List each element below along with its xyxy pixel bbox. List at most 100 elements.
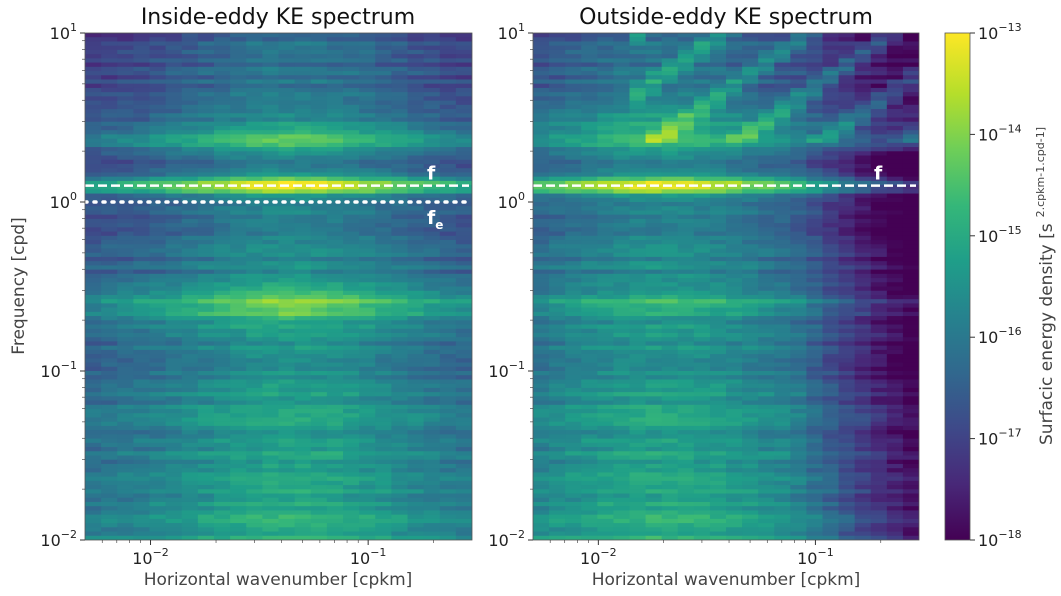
- heatmap-cell: [181, 349, 199, 355]
- heatmap-cell: [343, 523, 360, 528]
- heatmap-cell: [310, 366, 328, 372]
- heatmap-cell: [455, 172, 472, 178]
- heatmap-cell: [645, 197, 663, 203]
- heatmap-cell: [326, 337, 344, 343]
- heatmap-cell: [822, 320, 840, 326]
- heatmap-cell: [870, 261, 888, 266]
- heatmap-cell: [262, 41, 280, 47]
- heatmap-cell: [230, 472, 247, 478]
- heatmap-cell: [101, 332, 118, 338]
- heatmap-cell: [742, 290, 759, 296]
- heatmap-cell: [758, 379, 775, 385]
- heatmap-cell: [742, 273, 759, 279]
- heatmap-cell: [726, 235, 743, 241]
- heatmap-cell: [117, 468, 134, 473]
- heatmap-cell: [661, 231, 679, 237]
- heatmap-cell: [423, 527, 441, 533]
- heatmap-cell: [439, 371, 457, 376]
- heatmap-cell: [838, 252, 856, 258]
- heatmap-cell: [262, 214, 280, 220]
- heatmap-cell: [343, 345, 360, 351]
- heatmap-cell: [581, 383, 598, 389]
- heatmap-cell: [902, 227, 919, 233]
- heatmap-cell: [262, 316, 280, 321]
- heatmap-cell: [822, 75, 840, 81]
- heatmap-cell: [423, 396, 441, 402]
- heatmap-cell: [758, 176, 775, 182]
- heatmap-cell: [455, 535, 472, 540]
- heatmap-cell: [278, 142, 296, 148]
- heatmap-cell: [439, 354, 457, 359]
- heatmap-cell: [310, 438, 328, 444]
- heatmap-cell: [149, 421, 167, 427]
- heatmap-cell: [278, 485, 296, 490]
- heatmap-cell: [549, 159, 566, 165]
- heatmap-cell: [343, 442, 360, 448]
- heatmap-cell: [677, 278, 695, 283]
- heatmap-cell: [117, 307, 134, 313]
- heatmap-cell: [230, 66, 247, 72]
- heatmap-cell: [278, 349, 296, 355]
- heatmap-cell: [597, 104, 615, 110]
- heatmap-cell: [359, 130, 376, 135]
- heatmap-cell: [165, 485, 183, 490]
- heatmap-cell: [629, 371, 647, 376]
- heatmap-cell: [886, 316, 904, 321]
- heatmap-cell: [133, 109, 151, 114]
- heatmap-cell: [439, 518, 457, 524]
- heatmap-cell: [149, 438, 167, 444]
- heatmap-cell: [214, 324, 231, 330]
- heatmap-cell: [214, 79, 231, 85]
- heatmap-cell: [391, 265, 409, 271]
- heatmap-cell: [117, 501, 134, 507]
- heatmap-cell: [742, 163, 759, 169]
- heatmap-cell: [149, 172, 167, 178]
- heatmap-cell: [85, 49, 102, 55]
- heatmap-cell: [343, 278, 360, 283]
- heatmap-cell: [423, 358, 441, 364]
- heatmap-cell: [165, 345, 183, 351]
- heatmap-cell: [375, 409, 392, 414]
- heatmap-cell: [197, 151, 215, 157]
- heatmap-cell: [181, 100, 199, 106]
- heatmap-cell: [774, 316, 791, 321]
- heatmap-cell: [661, 138, 679, 144]
- heatmap-cell: [214, 109, 231, 114]
- heatmap-cell: [565, 299, 582, 304]
- heatmap-cell: [423, 311, 441, 317]
- heatmap-cell: [693, 311, 711, 317]
- heatmap-cell: [886, 66, 904, 72]
- heatmap-cell: [375, 442, 392, 448]
- heatmap-cell: [533, 383, 550, 389]
- heatmap-cell: [117, 332, 134, 338]
- heatmap-cell: [423, 193, 441, 199]
- heatmap-cell: [790, 265, 808, 271]
- heatmap-cell: [407, 510, 425, 516]
- heatmap-cell: [343, 125, 360, 131]
- heatmap-cell: [343, 527, 360, 533]
- heatmap-cell: [758, 354, 775, 359]
- heatmap-cell: [661, 341, 679, 347]
- heatmap-cell: [455, 404, 472, 410]
- heatmap-cell: [597, 328, 615, 334]
- heatmap-cell: [423, 37, 441, 43]
- heatmap-cell: [790, 66, 808, 72]
- heatmap-cell: [677, 176, 695, 182]
- heatmap-cell: [294, 104, 312, 110]
- heatmap-cell: [343, 265, 360, 271]
- heatmap-cell: [407, 320, 425, 326]
- heatmap-cell: [709, 278, 727, 283]
- heatmap-cell: [326, 345, 344, 351]
- heatmap-cell: [597, 75, 615, 81]
- heatmap-cell: [854, 354, 872, 359]
- heatmap-cell: [262, 37, 280, 43]
- heatmap-cell: [359, 33, 376, 38]
- heatmap-cell: [902, 332, 919, 338]
- heatmap-cell: [214, 231, 231, 237]
- heatmap-cell: [455, 480, 472, 486]
- heatmap-cell: [742, 244, 759, 250]
- heatmap-cell: [326, 392, 344, 397]
- heatmap-cell: [661, 193, 679, 199]
- heatmap-cell: [870, 193, 888, 199]
- heatmap-cell: [870, 341, 888, 347]
